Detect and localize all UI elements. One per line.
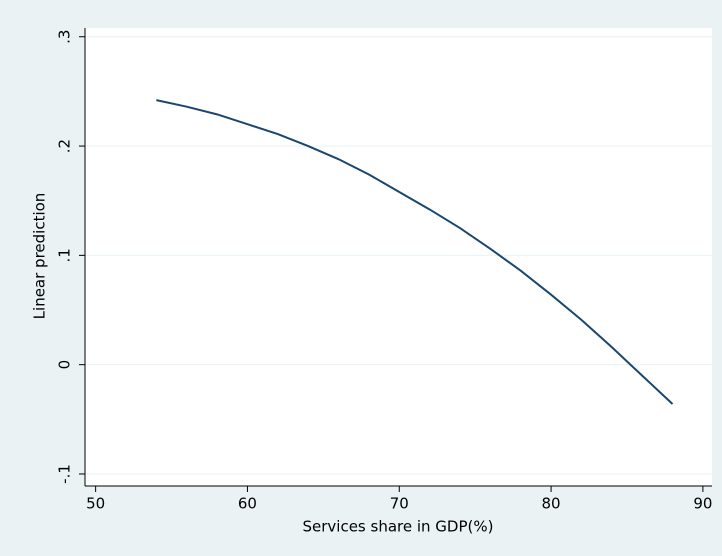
y-tick-label: .2 bbox=[56, 139, 74, 153]
x-tick-label: 50 bbox=[86, 495, 105, 513]
y-tick-label: .1 bbox=[56, 248, 74, 262]
x-tick-label: 90 bbox=[693, 495, 712, 513]
x-tick-label: 70 bbox=[390, 495, 409, 513]
y-tick-label: .3 bbox=[56, 30, 74, 44]
x-tick-label: 60 bbox=[238, 495, 257, 513]
x-tick-label: 80 bbox=[542, 495, 561, 513]
plot-area bbox=[85, 28, 712, 486]
y-axis-label: Linear prediction bbox=[31, 193, 49, 320]
y-tick-label: 0 bbox=[56, 360, 74, 370]
x-axis-label: Services share in GDP(%) bbox=[303, 518, 494, 536]
y-tick-label: -.1 bbox=[56, 464, 74, 484]
line bbox=[156, 99, 674, 405]
